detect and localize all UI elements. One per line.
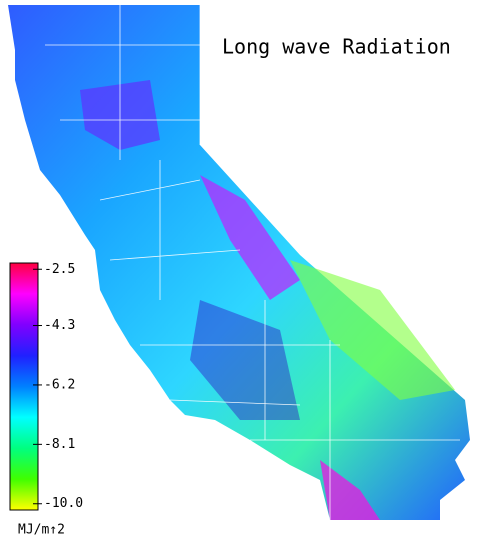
map-title: Long wave Radiation — [222, 35, 451, 59]
colorbar-tick-label: -10.0 — [44, 496, 83, 511]
colorbar-tick-label: -6.2 — [44, 377, 75, 392]
colorbar: -2.5 -4.3 -6.2 -10.0 -8.1 — [9, 262, 83, 511]
colorbar-tick-label: -4.3 — [44, 318, 75, 333]
colorbar-ramp — [9, 262, 39, 511]
california-map — [8, 5, 470, 520]
colorbar-tick-label: -2.5 — [44, 262, 75, 277]
colorbar-tick-label: -8.1 — [44, 437, 75, 452]
colorbar-unit: MJ/m↑2 — [18, 523, 65, 538]
